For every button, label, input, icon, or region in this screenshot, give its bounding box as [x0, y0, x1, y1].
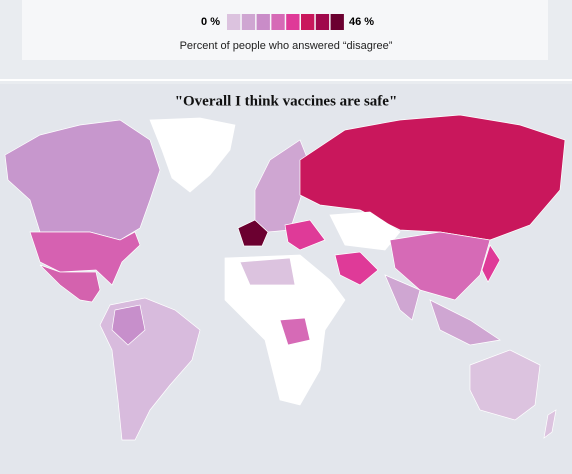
legend-swatch	[330, 14, 344, 30]
southeast-asia	[429, 299, 501, 346]
iran	[334, 251, 379, 286]
russia	[299, 114, 566, 241]
legend-swatch	[241, 14, 256, 30]
legend-swatch	[315, 14, 330, 30]
legend-caption: Percent of people who answered “disagree…	[180, 40, 393, 52]
legend-swatch	[227, 14, 241, 30]
canada	[4, 119, 161, 241]
china	[389, 231, 491, 301]
eastern-europe	[284, 219, 326, 251]
legend-max-label: 46 %	[349, 16, 374, 28]
greenland	[149, 117, 236, 193]
mexico	[39, 264, 101, 303]
north-africa	[239, 257, 296, 286]
new-zealand	[543, 409, 557, 439]
divider	[0, 79, 572, 81]
india	[384, 274, 421, 321]
legend-swatch	[301, 14, 315, 30]
world-map	[4, 114, 566, 441]
legend-swatch	[286, 14, 300, 30]
australia	[469, 349, 541, 421]
dr-congo	[279, 317, 311, 346]
japan	[481, 244, 501, 283]
colombia-venezuela	[111, 304, 146, 346]
northern-europe	[254, 139, 311, 233]
united-states	[29, 231, 141, 286]
legend-swatch	[256, 14, 270, 30]
map-title: "Overall I think vaccines are safe"	[175, 93, 398, 109]
legend-panel	[22, 0, 548, 60]
legend-min-label: 0 %	[201, 16, 220, 28]
legend-swatch	[271, 14, 285, 30]
france	[237, 219, 269, 247]
legend: 0 % 46 % Percent of people who answered …	[180, 14, 393, 52]
